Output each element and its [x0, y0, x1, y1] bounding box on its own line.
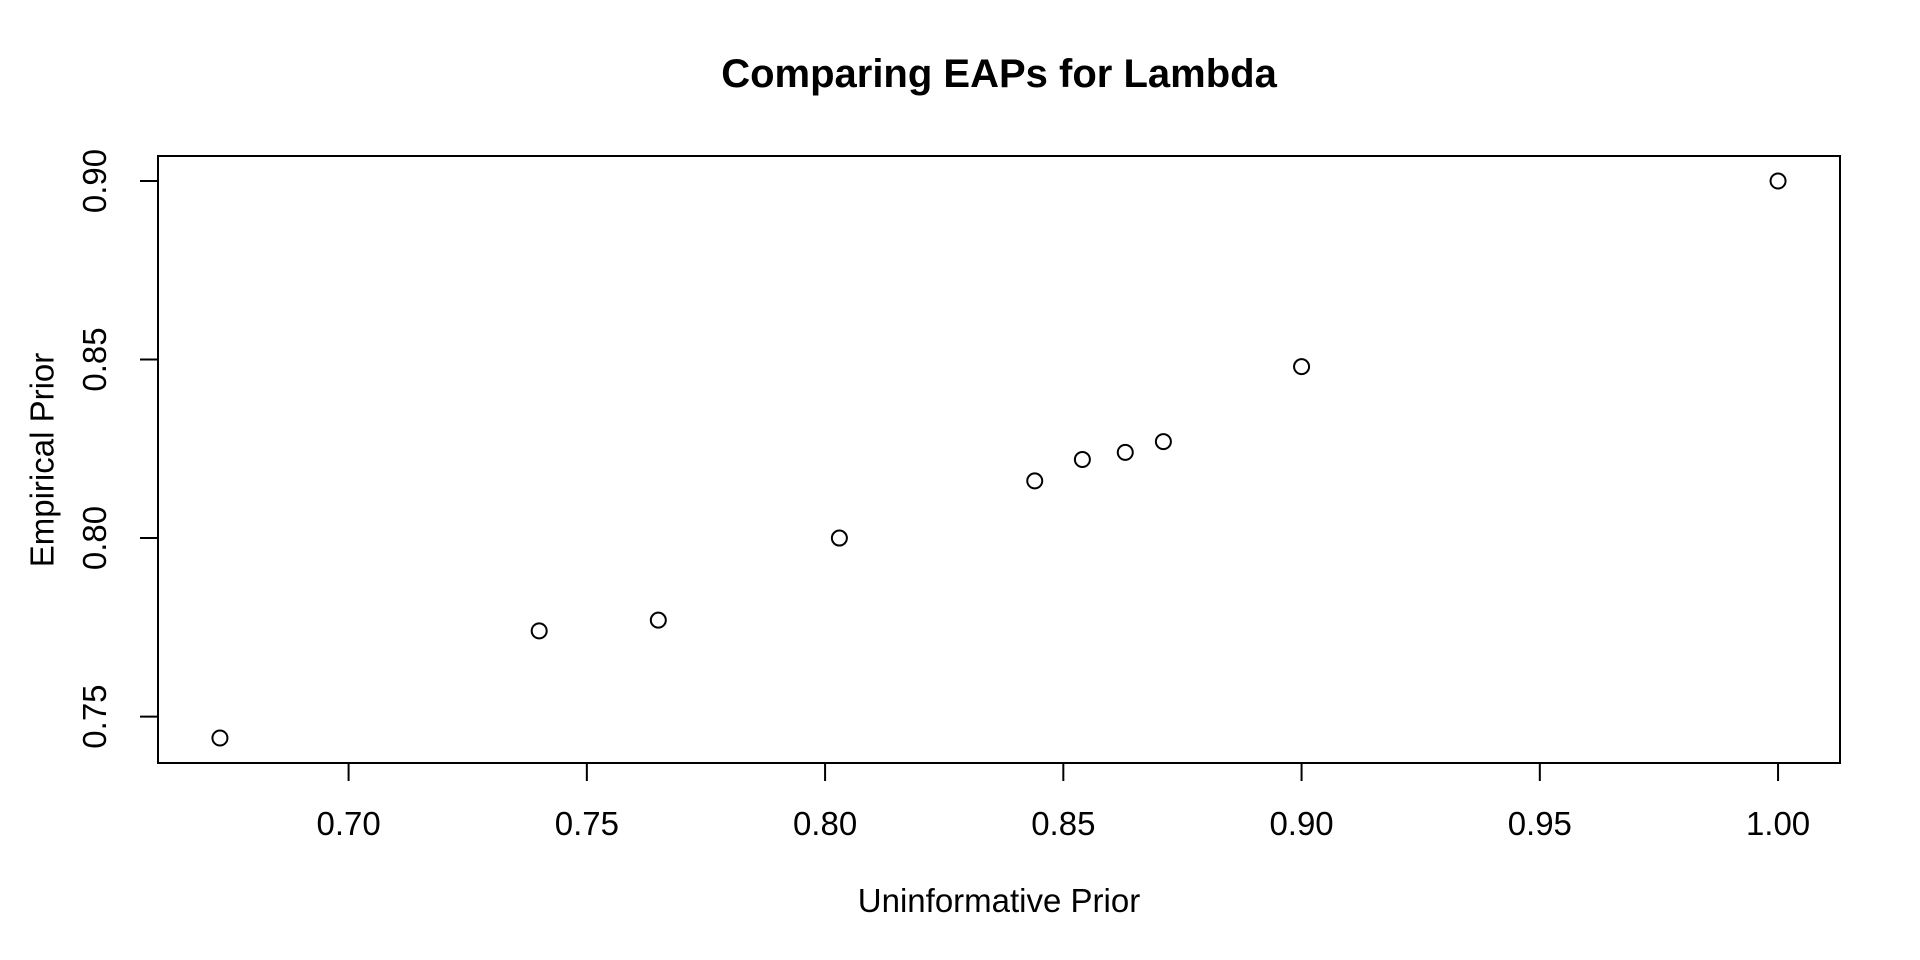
- x-tick-label: 0.85: [1031, 805, 1095, 842]
- data-point: [1026, 472, 1044, 490]
- plot-box: [157, 155, 1841, 764]
- x-tick-label: 0.70: [316, 805, 380, 842]
- x-axis-title: Uninformative Prior: [857, 882, 1141, 919]
- y-tick-label: 0.75: [76, 684, 113, 748]
- chart-title: Comparing EAPs for Lambda: [721, 52, 1277, 96]
- data-point: [649, 611, 667, 629]
- data-point: [830, 529, 848, 547]
- y-tick-label: 0.90: [76, 149, 113, 213]
- data-point: [530, 622, 548, 640]
- y-tick-label: 0.85: [76, 327, 113, 391]
- data-point: [1293, 358, 1311, 376]
- data-point: [211, 729, 229, 747]
- data-point: [1073, 451, 1091, 468]
- data-point: [1154, 433, 1172, 451]
- x-tick-label: 1.00: [1746, 805, 1810, 842]
- data-point: [1769, 172, 1787, 190]
- x-tick-label: 0.80: [793, 805, 857, 842]
- x-tick-label: 0.75: [555, 805, 619, 842]
- data-point: [1116, 443, 1134, 461]
- x-tick-label: 0.90: [1269, 805, 1333, 842]
- y-axis-title: Empirical Prior: [23, 352, 61, 568]
- x-tick-label: 0.95: [1508, 805, 1572, 842]
- y-tick-label: 0.80: [76, 506, 113, 570]
